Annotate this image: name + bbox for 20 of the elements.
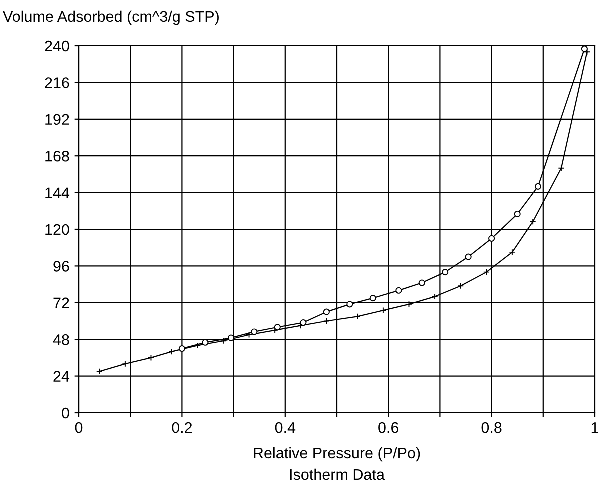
x-tick-label: 0 [75,422,83,434]
y-tick-label: 0 [62,408,70,419]
x-tick-label: 0.8 [482,422,502,434]
y-tick-label: 168 [46,150,70,162]
y-tick-label: 48 [53,334,70,346]
text: Isotherm Data [290,468,385,480]
x-tick-label: 1 [592,422,599,434]
y-tick-label: 120 [46,224,70,236]
x-tick-label: 0.2 [172,422,192,434]
y-axis-title: Volume Adsorbed (cm^3/g STP) [3,10,219,26]
x-tick-label: 0.4 [275,422,296,434]
x-tick-label: 0.6 [378,422,399,434]
y-tick-label: 24 [54,371,70,382]
y-tick-label: 72 [54,298,70,308]
y-tick-label: 144 [46,188,70,198]
y-tick-label: 192 [46,114,70,126]
y-tick-label: 216 [45,78,70,88]
x-axis-title: Relative Pressure (P/Po) [254,447,420,462]
y-tick-label: 240 [45,40,70,52]
y-tick-label: 96 [54,261,70,272]
